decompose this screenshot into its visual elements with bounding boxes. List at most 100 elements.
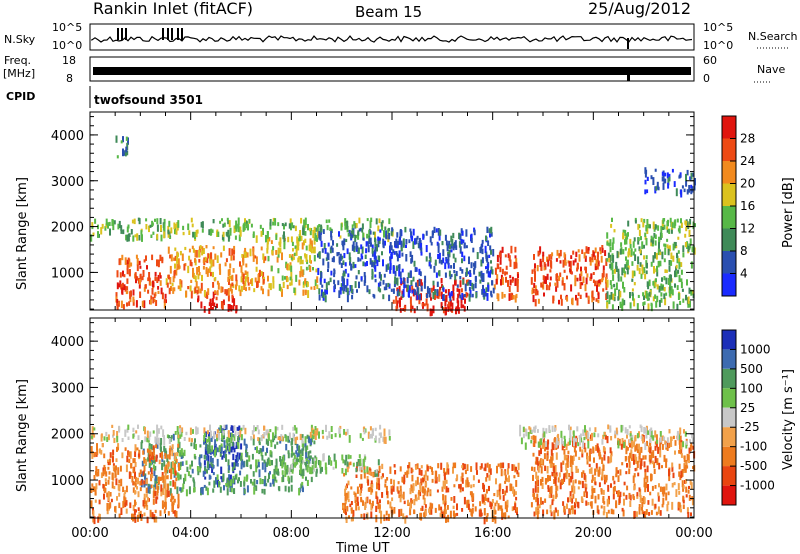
data-cell (313, 440, 316, 445)
data-cell (273, 436, 276, 441)
data-cell (562, 501, 565, 506)
data-cell (354, 234, 357, 243)
data-cell (175, 230, 178, 235)
data-cell (434, 259, 437, 266)
data-cell (145, 224, 148, 230)
data-cell (377, 477, 380, 485)
data-cell (677, 483, 680, 491)
data-cell (549, 282, 551, 287)
data-cell (149, 281, 152, 286)
data-cell (400, 278, 403, 284)
data-cell (145, 500, 148, 507)
data-cell (599, 279, 602, 285)
data-cell (183, 437, 186, 441)
data-cell (623, 299, 626, 306)
data-cell (694, 178, 696, 186)
data-cell (542, 427, 545, 435)
freq-label-line1: Freq. (4, 54, 31, 67)
data-cell (428, 252, 431, 259)
data-cell (159, 476, 162, 481)
y-tick-label: 2000 (51, 221, 84, 236)
data-cell (445, 294, 448, 302)
data-cell (221, 433, 224, 440)
data-cell (116, 270, 119, 278)
data-cell (139, 265, 142, 269)
data-cell (258, 275, 261, 283)
data-cell (297, 257, 300, 263)
data-cell (398, 250, 401, 258)
data-cell (605, 512, 608, 518)
data-cell (537, 475, 539, 480)
data-cell (258, 450, 261, 455)
data-cell (392, 484, 395, 492)
data-cell (638, 267, 641, 275)
data-cell (155, 454, 158, 462)
data-cell (504, 501, 507, 510)
data-cell (126, 278, 129, 284)
data-cell (202, 248, 205, 254)
data-cell (606, 291, 609, 299)
data-cell (159, 453, 162, 458)
data-cell (226, 477, 229, 483)
data-cell (115, 292, 118, 300)
data-cell (161, 451, 163, 460)
data-cell (519, 424, 522, 429)
data-cell (426, 475, 429, 481)
data-cell (650, 303, 653, 312)
data-cell (587, 250, 590, 254)
data-cell (410, 231, 413, 235)
data-cell (409, 228, 412, 232)
data-cell (511, 276, 514, 282)
data-cell (253, 288, 256, 293)
data-cell (594, 263, 597, 271)
data-cell (654, 441, 657, 445)
data-cell (585, 246, 588, 254)
data-cell (314, 426, 317, 431)
data-cell (242, 277, 245, 285)
data-cell (663, 454, 666, 462)
data-cell (168, 438, 171, 444)
data-cell (547, 439, 550, 445)
data-cell (137, 217, 140, 222)
data-cell (212, 282, 215, 288)
data-cell (485, 515, 488, 522)
data-cell (174, 255, 177, 261)
data-cell (683, 480, 686, 484)
data-cell (424, 275, 427, 283)
data-cell (455, 307, 457, 315)
data-cell (459, 483, 462, 490)
data-cell (375, 505, 378, 512)
data-cell (160, 224, 162, 232)
data-cell (363, 280, 366, 286)
data-cell (470, 262, 473, 269)
data-cell (203, 470, 206, 475)
data-cell (269, 219, 272, 227)
data-cell (225, 445, 228, 453)
data-cell (254, 427, 257, 432)
data-cell (423, 303, 426, 307)
data-cell (666, 447, 669, 451)
data-cell (587, 432, 590, 440)
data-cell (392, 266, 395, 274)
data-cell (240, 427, 243, 432)
data-cell (98, 499, 101, 505)
data-cell (576, 297, 579, 306)
data-cell (207, 268, 210, 273)
data-cell (161, 475, 164, 480)
data-cell (349, 503, 352, 508)
data-cell (404, 226, 407, 233)
data-cell (557, 477, 560, 483)
data-cell (678, 502, 681, 508)
data-cell (288, 223, 291, 229)
data-cell (617, 268, 620, 272)
data-cell (635, 456, 638, 465)
data-cell (157, 286, 160, 290)
data-cell (656, 265, 658, 272)
data-cell (376, 470, 379, 477)
data-cell (174, 510, 177, 517)
data-cell (550, 511, 553, 517)
data-cell (533, 466, 536, 472)
data-cell (319, 233, 322, 241)
data-cell (196, 289, 199, 295)
colorbar-tick-label: 25 (740, 401, 755, 415)
